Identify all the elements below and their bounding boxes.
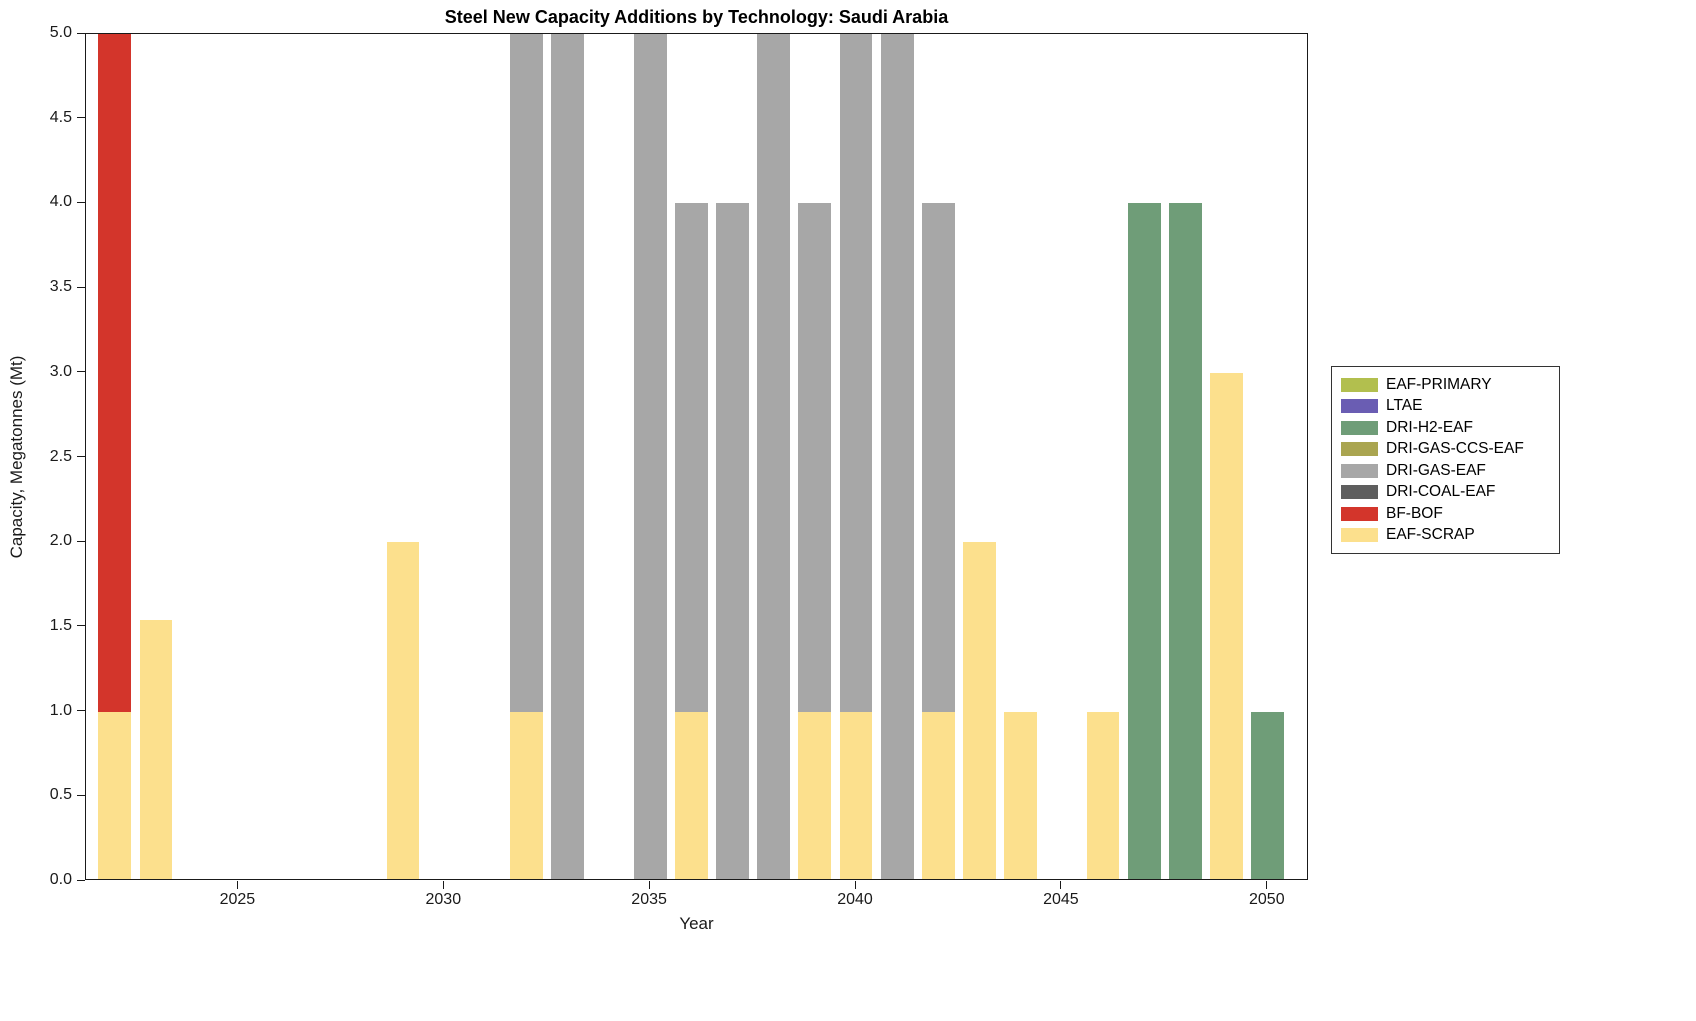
x-tick-label: 2035 <box>631 891 667 908</box>
chart-title: Steel New Capacity Additions by Technolo… <box>444 7 949 27</box>
bar-2047-dri-h2-eaf-segment <box>1127 203 1161 879</box>
y-tick-label: 4.5 <box>49 108 72 126</box>
x-tick-label: 2050 <box>1249 891 1285 908</box>
legend-label: EAF-PRIMARY <box>1386 375 1492 393</box>
bar-2042-eaf-scrap-segment <box>921 711 955 879</box>
legend-item-dri-gas-eaf: DRI-GAS-EAF <box>1341 460 1549 482</box>
x-axis-label: Year <box>679 914 714 933</box>
bar-2036-dri-gas-eaf-segment <box>674 203 708 712</box>
legend-item-dri-coal-eaf: DRI-COAL-EAF <box>1341 482 1549 504</box>
bar-2033-dri-gas-eaf-segment <box>551 34 585 879</box>
legend-item-dri-gas-ccs-eaf: DRI-GAS-CCS-EAF <box>1341 439 1549 461</box>
y-tick-mark <box>77 879 85 881</box>
bar-2049-eaf-scrap-segment <box>1210 372 1244 879</box>
y-tick-label: 3.0 <box>49 362 72 380</box>
y-tick-mark <box>77 456 85 457</box>
y-tick-label: 3.5 <box>49 278 72 296</box>
y-tick-mark <box>77 371 85 373</box>
legend-swatch-icon <box>1341 485 1378 500</box>
y-tick-mark <box>77 286 85 288</box>
y-tick-mark <box>77 794 85 796</box>
y-tick-label: 5.0 <box>49 24 72 41</box>
bar-2044-eaf-scrap-segment <box>1004 711 1038 879</box>
x-tick-mark <box>854 881 856 889</box>
legend-item-dri-h2-eaf: DRI-H2-EAF <box>1341 417 1549 439</box>
legend-swatch-icon <box>1341 463 1378 478</box>
y-tick-mark <box>77 201 85 203</box>
x-tick-mark <box>1266 881 1268 889</box>
legend-swatch-icon <box>1341 377 1378 392</box>
bar-2022-eaf-scrap-segment <box>98 711 132 879</box>
plot-area <box>85 33 1308 880</box>
y-tick-label: 4.0 <box>49 193 72 211</box>
x-tick-mark <box>648 881 650 889</box>
y-tick-mark <box>77 710 85 712</box>
y-tick-label: 2.5 <box>49 447 72 465</box>
y-tick-label: 0.5 <box>49 786 72 804</box>
bar-2043-eaf-scrap-segment <box>963 542 996 879</box>
bar-2036-eaf-scrap-segment <box>674 711 708 879</box>
legend-label: EAF-SCRAP <box>1386 526 1475 544</box>
bar-2038-dri-gas-eaf-segment <box>757 34 791 879</box>
bar-2042-dri-gas-eaf-segment <box>921 203 955 712</box>
bar-2032-dri-gas-eaf-segment <box>510 34 543 712</box>
y-tick-label: 2.0 <box>49 532 72 550</box>
legend-box: EAF-PRIMARY LTAE DRI-H2-EAF DRI-GAS-CCS-EAF… <box>1331 366 1560 554</box>
bar-2037-dri-gas-eaf-segment <box>716 203 749 879</box>
legend-swatch-icon <box>1341 399 1378 414</box>
x-tick-mark <box>442 881 444 889</box>
x-tick-label: 2025 <box>219 891 256 908</box>
y-tick-mark <box>77 117 85 119</box>
y-tick-mark <box>77 32 85 34</box>
legend-item-eaf-scrap: EAF-SCRAP <box>1341 525 1549 547</box>
legend-swatch-icon <box>1341 506 1378 521</box>
x-tick-label: 2030 <box>425 891 462 908</box>
legend-item-bf-bof: BF-BOF <box>1341 503 1549 525</box>
legend-label: LTAE <box>1386 397 1423 415</box>
legend-label: DRI-GAS-EAF <box>1386 461 1486 479</box>
x-tick-mark <box>236 881 238 889</box>
bar-2022-bf-bof-segment <box>98 34 132 712</box>
y-tick-label: 1.0 <box>49 701 72 719</box>
bar-2023-eaf-scrap-segment <box>139 620 173 879</box>
legend-label: DRI-GAS-CCS-EAF <box>1386 440 1524 458</box>
x-tick-mark <box>1060 881 1062 889</box>
y-tick-mark <box>77 625 85 627</box>
legend-swatch-icon <box>1341 420 1378 435</box>
legend-label: DRI-H2-EAF <box>1386 418 1473 436</box>
legend-swatch-icon <box>1341 528 1378 543</box>
bar-2041-dri-gas-eaf-segment <box>880 34 914 879</box>
legend-label: BF-BOF <box>1386 504 1443 522</box>
y-tick-mark <box>77 540 85 542</box>
bar-2040-dri-gas-eaf-segment <box>839 34 873 712</box>
legend-item-eaf-primary: EAF-PRIMARY <box>1341 374 1549 396</box>
x-tick-label: 2045 <box>1043 891 1079 908</box>
bar-2050-dri-h2-eaf-segment <box>1251 711 1285 879</box>
bar-2035-dri-gas-eaf-segment <box>633 34 667 879</box>
y-tick-label: 0.0 <box>49 871 72 888</box>
legend-label: DRI-COAL-EAF <box>1386 483 1496 501</box>
legend-swatch-icon <box>1341 442 1378 457</box>
bar-2046-eaf-scrap-segment <box>1086 711 1120 879</box>
bar-2040-eaf-scrap-segment <box>839 711 873 879</box>
bar-2039-eaf-scrap-segment <box>798 711 832 879</box>
bar-2032-eaf-scrap-segment <box>510 711 543 879</box>
bar-2039-dri-gas-eaf-segment <box>798 203 832 712</box>
bar-2048-dri-h2-eaf-segment <box>1169 203 1202 879</box>
x-tick-label: 2040 <box>837 891 873 908</box>
legend-item-ltae: LTAE <box>1341 396 1549 418</box>
y-tick-label: 1.5 <box>49 616 72 634</box>
bar-2029-eaf-scrap-segment <box>386 542 420 879</box>
